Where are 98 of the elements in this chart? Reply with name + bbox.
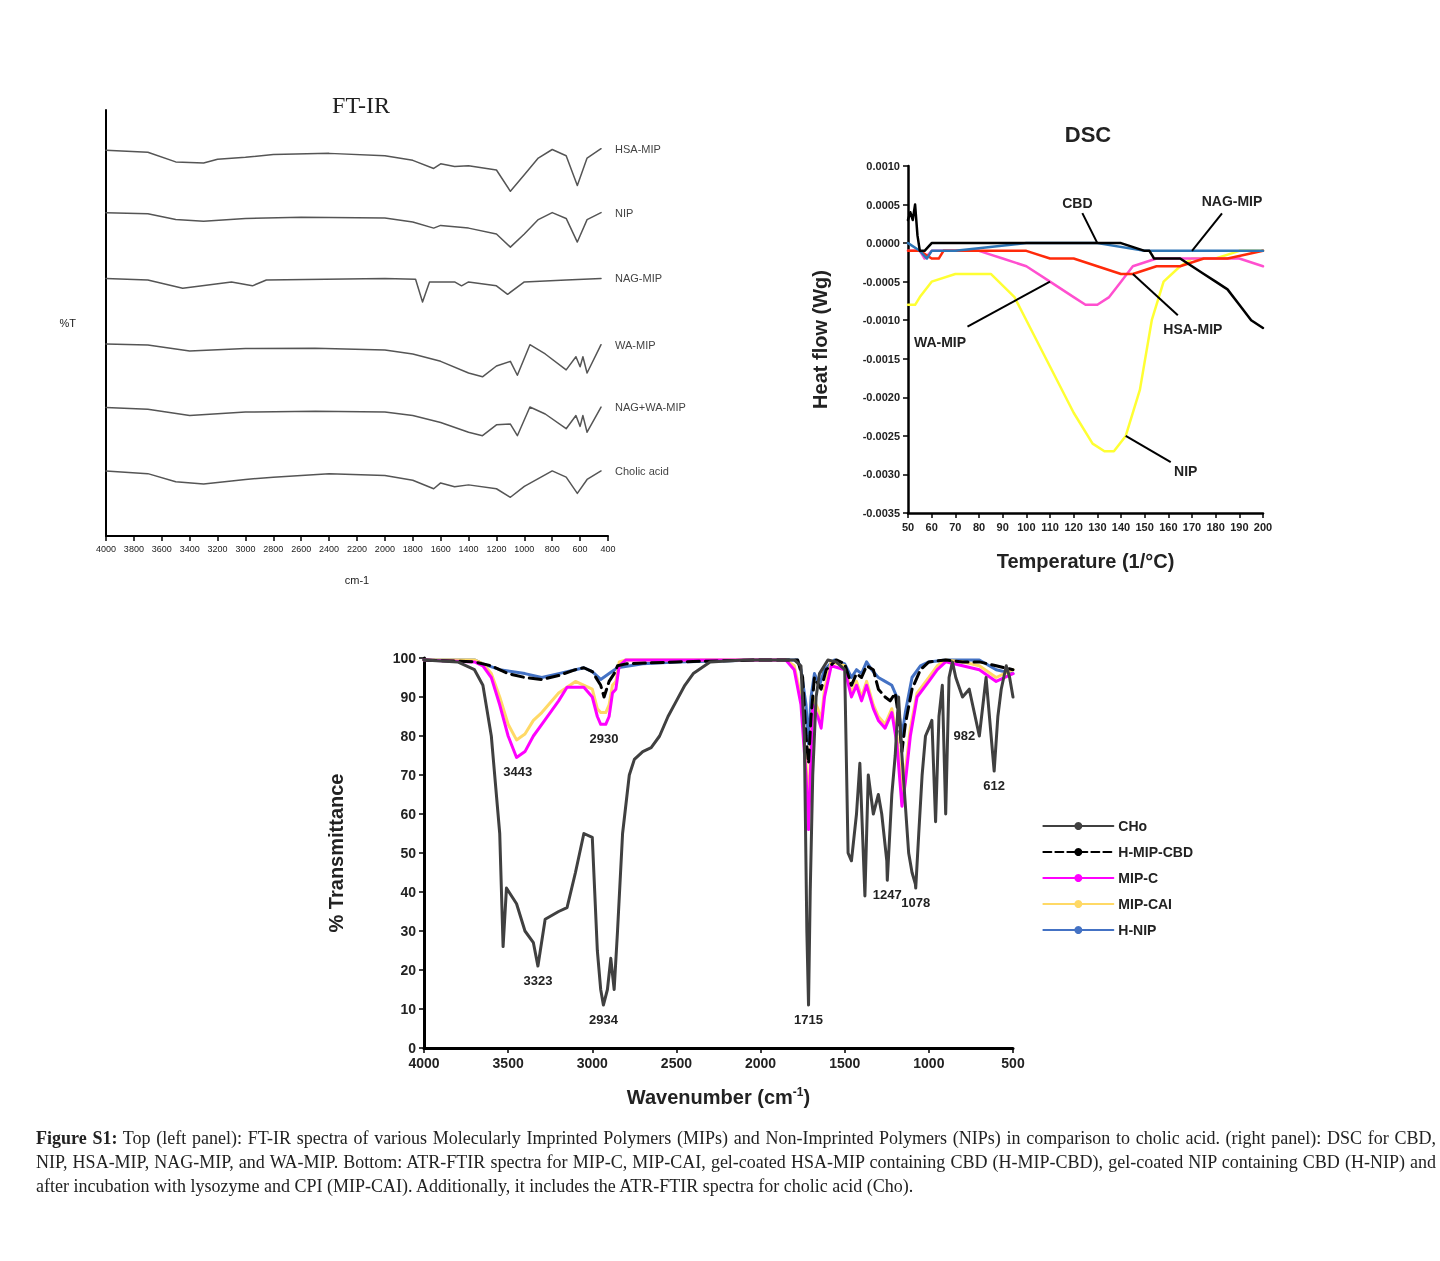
series-label: NIP bbox=[615, 206, 634, 219]
legend-label: H-MIP-CBD bbox=[1118, 844, 1193, 860]
x-tick-label: 150 bbox=[1135, 520, 1154, 533]
x-tick-label: 50 bbox=[901, 520, 915, 533]
text: CBD bbox=[1062, 195, 1093, 212]
x-tick-label: 3200 bbox=[207, 543, 228, 554]
x-tick-label: 170 bbox=[1182, 520, 1202, 533]
annotation: 982 bbox=[953, 728, 976, 743]
x-tick-label: 3000 bbox=[235, 543, 256, 554]
annotation: 2934 bbox=[588, 1012, 619, 1028]
x-tick-label: 1600 bbox=[430, 543, 451, 554]
annotation: 1247 bbox=[872, 887, 902, 903]
y-tick-label: 30 bbox=[400, 923, 417, 939]
x-tick-label: 800 bbox=[544, 543, 560, 554]
caption: Figure S1: Top (left panel): FT-IR spectra of various Molecularly Imprinted Polymers (MIPs) and Non-Imprinted Polymers (NIPs) in comparison to cholic acid. (right panel): DSC for CBD, NIP, HSA-MIP, NAG-MIP, and WA-MIP. Bottom: ATR-FTIR spectra for MIP-C, MIP-CAI, gel-coated HSA-MIP containing CBD (H-MIP-CBD), gel-coated NIP containing CBD (H-NIP) and after incubation with lysozyme and CPI (MIP-CAI). Additionally, it includes the ATR-FTIR spectra for cholic acid (Cho). bbox=[36, 1127, 1436, 1198]
text: NAG-MIP bbox=[1201, 192, 1263, 209]
chart-title: FT-IR bbox=[332, 92, 390, 118]
y-tick-label: -0.0010 bbox=[862, 314, 900, 327]
y-tick-label: 70 bbox=[400, 767, 417, 783]
annotation: 3323 bbox=[523, 973, 553, 989]
x-tick-label: 600 bbox=[572, 543, 588, 554]
text: HSA-MIP bbox=[1163, 320, 1223, 337]
y-tick-label: 80 bbox=[400, 728, 417, 744]
annotation: 2930 bbox=[589, 731, 619, 747]
legend-label: H-NIP bbox=[1118, 922, 1157, 938]
x-tick-label: 140 bbox=[1111, 520, 1131, 533]
series-label: NAG-MIP bbox=[615, 272, 663, 285]
x-tick-label: 100 bbox=[1017, 520, 1036, 533]
x-axis-title: cm-1 bbox=[344, 573, 370, 586]
x-tick-label: 120 bbox=[1064, 520, 1083, 533]
y-axis-title: % Transmittance bbox=[325, 773, 347, 933]
series-label: NAG+WA-MIP bbox=[615, 401, 686, 414]
x-tick-label: 3500 bbox=[492, 1055, 524, 1071]
x-tick-label: 4000 bbox=[95, 543, 117, 554]
y-axis-title: %T bbox=[59, 317, 77, 329]
x-tick-label: 70 bbox=[949, 520, 962, 533]
x-tick-label: 1800 bbox=[402, 543, 423, 554]
y-tick-label: 90 bbox=[400, 689, 417, 705]
x-tick-label: 1000 bbox=[514, 543, 535, 554]
x-tick-label: 2400 bbox=[319, 543, 340, 554]
text: NIP bbox=[1174, 462, 1198, 479]
x-tick-label: 190 bbox=[1230, 520, 1249, 533]
y-tick-label: -0.0015 bbox=[862, 352, 900, 365]
x-tick-label: 2000 bbox=[744, 1055, 777, 1071]
x-tick-label: 1500 bbox=[829, 1055, 861, 1071]
y-tick-label: 20 bbox=[400, 962, 417, 978]
series-label: HSA-MIP bbox=[615, 142, 661, 155]
x-tick-label: 3600 bbox=[151, 543, 172, 554]
x-tick-label: 80 bbox=[972, 520, 986, 533]
y-tick-label: 0.0000 bbox=[866, 237, 900, 250]
x-tick-label: 3000 bbox=[576, 1055, 609, 1071]
y-tick-label: -0.0030 bbox=[862, 468, 900, 481]
x-tick-label: 2800 bbox=[263, 543, 284, 554]
x-tick-label: 1400 bbox=[458, 543, 479, 554]
annotation: 1078 bbox=[901, 895, 931, 911]
x-tick-label: 4000 bbox=[408, 1055, 440, 1071]
y-tick-label: 100 bbox=[392, 650, 417, 666]
x-tick-label: 110 bbox=[1041, 520, 1059, 533]
y-tick-label: -0.0025 bbox=[862, 429, 900, 442]
x-tick-label: 400 bbox=[600, 543, 616, 554]
x-tick-label: 130 bbox=[1088, 520, 1107, 533]
x-tick-label: 2500 bbox=[660, 1055, 693, 1071]
x-axis-title: Temperature (1/°C) bbox=[996, 550, 1175, 572]
y-tick-label: 0.0010 bbox=[866, 160, 900, 172]
x-tick-label: 1200 bbox=[486, 543, 507, 554]
y-tick-label: 40 bbox=[400, 884, 417, 900]
legend-label: CHo bbox=[1118, 818, 1148, 834]
text: WA-MIP bbox=[913, 333, 967, 350]
x-tick-label: 60 bbox=[925, 520, 938, 533]
annotation: 1715 bbox=[794, 1012, 823, 1028]
y-tick-label: 0 bbox=[408, 1040, 417, 1056]
chart-title: DSC bbox=[1064, 121, 1112, 147]
y-tick-label: 60 bbox=[400, 806, 417, 822]
annotation: 3443 bbox=[503, 764, 533, 780]
annotation: 612 bbox=[983, 778, 1005, 794]
legend-label: MIP-C bbox=[1118, 870, 1159, 886]
y-tick-label: -0.0035 bbox=[862, 507, 900, 519]
y-tick-label: 50 bbox=[400, 845, 417, 861]
y-tick-label: -0.0020 bbox=[862, 391, 900, 404]
y-tick-label: -0.0005 bbox=[862, 275, 900, 288]
x-tick-label: 2600 bbox=[291, 543, 312, 554]
x-tick-label: 3800 bbox=[123, 543, 144, 554]
x-tick-label: 180 bbox=[1206, 520, 1225, 533]
y-tick-label: 0.0005 bbox=[866, 198, 900, 211]
x-tick-label: 1000 bbox=[913, 1055, 945, 1071]
line-series bbox=[422, 658, 1015, 1007]
legend-label: MIP-CAI bbox=[1118, 896, 1173, 912]
x-tick-label: 160 bbox=[1159, 520, 1178, 533]
x-tick-label: 2000 bbox=[374, 543, 395, 554]
y-tick-label: 10 bbox=[400, 1001, 417, 1017]
x-tick-label: 200 bbox=[1253, 520, 1273, 533]
x-tick-label: 2200 bbox=[346, 543, 368, 554]
x-tick-label: 90 bbox=[996, 520, 1009, 533]
y-axis-title: Heat flow (Wg) bbox=[809, 270, 831, 409]
series-label: Cholic acid bbox=[615, 464, 669, 477]
series-label: WA-MIP bbox=[615, 338, 656, 351]
x-tick-label: 500 bbox=[1001, 1055, 1025, 1071]
x-tick-label: 3400 bbox=[179, 543, 200, 554]
